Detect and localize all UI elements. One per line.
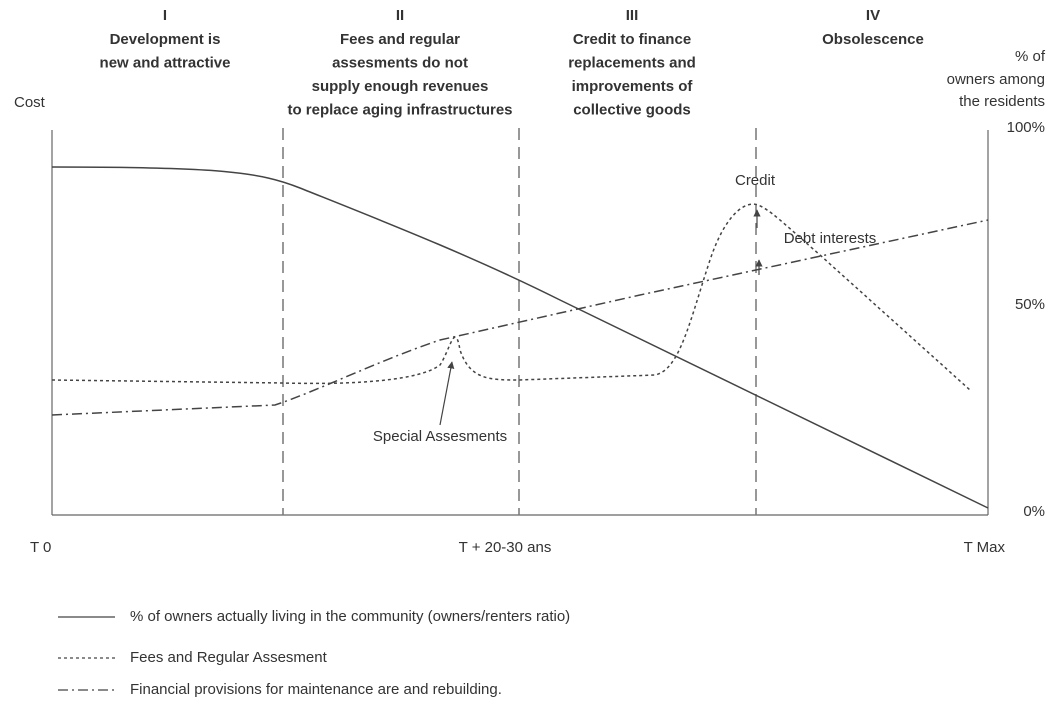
owners-curve	[51, 166, 989, 509]
phase-text: Credit to finance	[573, 31, 691, 48]
phase-text: assesments do not	[332, 54, 468, 71]
phase-text: replacements and	[568, 54, 696, 71]
x-label: T Max	[964, 539, 1006, 556]
right-tick-label: 0%	[1023, 503, 1045, 520]
right-tick-label: 100%	[1007, 119, 1045, 136]
phase-numeral: III	[626, 7, 639, 24]
legend-label: Financial provisions for maintenance are…	[130, 681, 502, 698]
right-axis-title: % of	[1015, 48, 1046, 65]
right-axis-title: the residents	[959, 93, 1045, 110]
phase-numeral: I	[163, 7, 167, 24]
annotation: Credit	[735, 172, 776, 189]
phase-numeral: II	[396, 7, 404, 24]
phase-text: new and attractive	[100, 54, 231, 71]
provisions-curve	[51, 219, 989, 416]
legend-label: % of owners actually living in the commu…	[130, 608, 570, 625]
x-label: T 0	[30, 539, 51, 556]
right-tick-label: 50%	[1015, 296, 1045, 313]
frame	[51, 130, 989, 516]
phase-text: to replace aging infrastructures	[287, 101, 512, 118]
phase-text: Fees and regular	[340, 31, 460, 48]
phase-text: Development is	[110, 31, 221, 48]
annotation: Debt interests	[784, 230, 877, 247]
phase-text: collective goods	[573, 101, 691, 118]
phase-numeral: IV	[866, 7, 880, 24]
phase-text: improvements of	[572, 78, 694, 95]
legend-label: Fees and Regular Assesment	[130, 649, 328, 666]
right-axis-title: owners among	[947, 71, 1045, 88]
arrows	[439, 209, 763, 426]
x-label: T + 20-30 ans	[459, 539, 552, 556]
legend: % of owners actually living in the commu…	[58, 608, 570, 698]
phase-text: Obsolescence	[822, 31, 924, 48]
phase-text: supply enough revenues	[312, 78, 489, 95]
phase-headers: I Development is new and attractive II Fees …	[100, 7, 924, 119]
left-axis-title: Cost	[14, 94, 46, 111]
annotation: Special Assesments	[373, 428, 507, 445]
fees-curve	[51, 203, 971, 391]
